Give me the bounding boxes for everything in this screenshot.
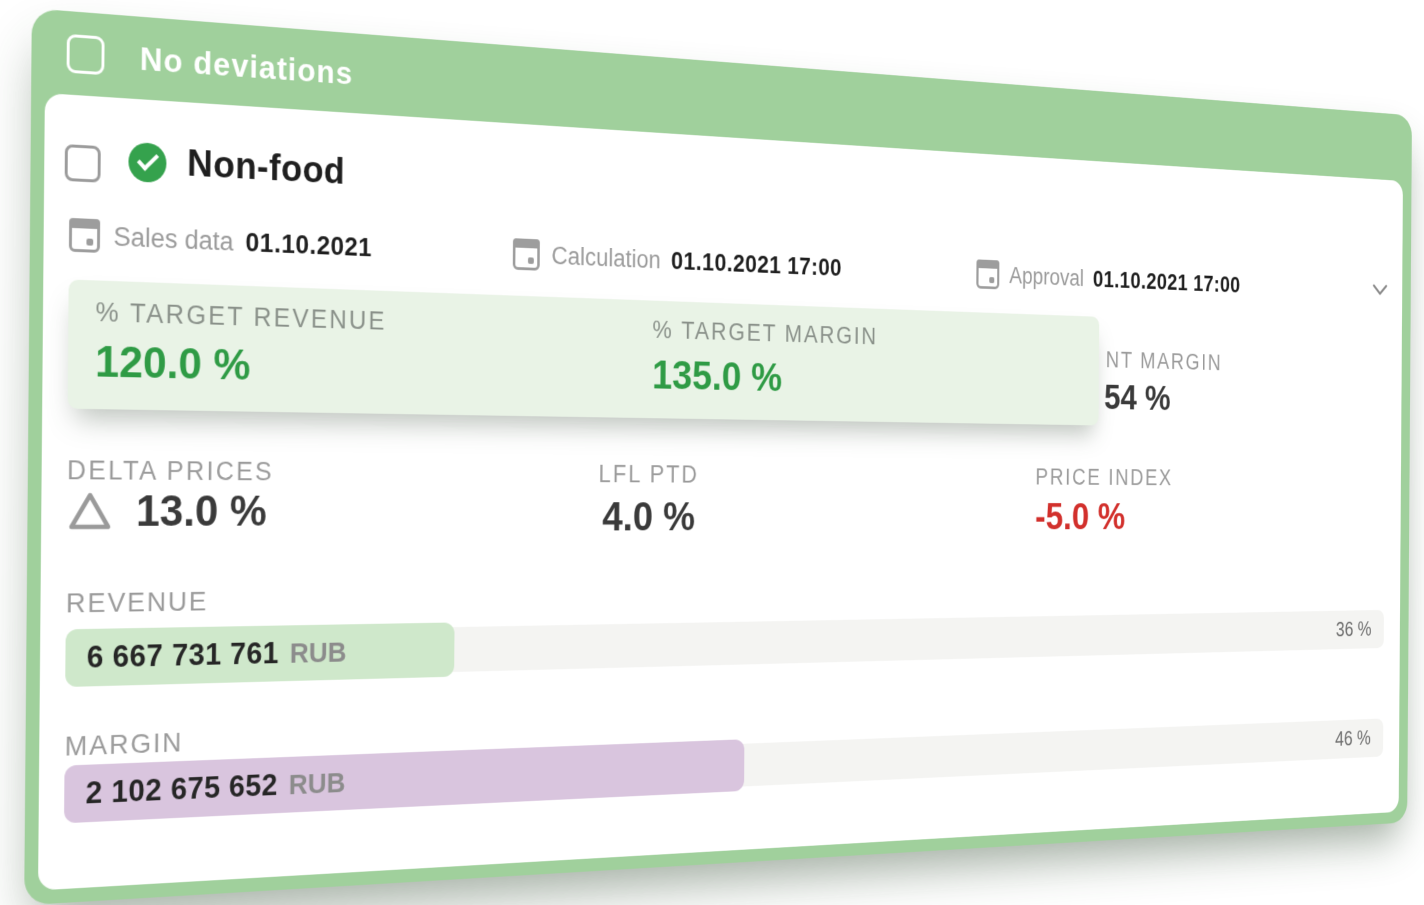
date-value: 01.10.2021 <box>245 227 373 262</box>
delta-triangle-icon <box>67 489 114 533</box>
target-revenue-value: 120.0 % <box>94 335 251 390</box>
chevron-down-icon[interactable] <box>1371 282 1388 301</box>
revenue-label: REVENUE <box>65 585 209 619</box>
target-revenue-label: % TARGET REVENUE <box>95 297 387 336</box>
date-label: Calculation <box>551 241 661 274</box>
category-card: Non-food Sales data 01.10.2021 Calculati… <box>38 93 1403 891</box>
date-label: Sales data <box>113 221 234 256</box>
revenue-value-chip: 6 667 731 761 RUB <box>65 622 455 688</box>
lfl-ptd-value: 4.0 % <box>602 493 696 540</box>
calendar-icon <box>512 238 540 271</box>
margin-bar: 46 % 2 102 675 652 RUB <box>64 718 1384 824</box>
delta-prices-value-group: 13.0 % <box>66 485 267 537</box>
price-index-label: PRICE INDEX <box>1035 464 1173 491</box>
current-margin-label-fragment: NT MARGIN <box>1105 347 1223 376</box>
status-check-icon <box>128 141 167 184</box>
banner-checkbox[interactable] <box>66 33 105 76</box>
deviation-card-scene: No deviations Non-food Sales data 01.10.… <box>24 8 1412 905</box>
target-highlight-panel: % TARGET REVENUE 120.0 % % TARGET MARGIN… <box>67 279 1100 426</box>
date-label: Approval <box>1009 262 1085 291</box>
margin-percent: 46 % <box>1335 726 1371 751</box>
revenue-unit: RUB <box>289 637 347 670</box>
revenue-percent: 36 % <box>1335 618 1372 642</box>
target-margin-value: 135.0 % <box>651 351 783 400</box>
revenue-bar: 36 % 6 667 731 761 RUB <box>65 609 1385 688</box>
margin-value: 2 102 675 652 <box>85 767 278 811</box>
current-margin-value-fragment: 54 % <box>1103 377 1171 419</box>
delta-prices-label: DELTA PRICES <box>66 455 274 487</box>
target-margin-label: % TARGET MARGIN <box>652 315 878 350</box>
margin-label: MARGIN <box>64 726 184 762</box>
lfl-ptd-label: LFL PTD <box>598 460 700 489</box>
card-green-frame: No deviations Non-food Sales data 01.10.… <box>24 8 1412 905</box>
price-index-value: -5.0 % <box>1034 494 1126 538</box>
approval-date: Approval 01.10.2021 17:00 <box>976 258 1240 301</box>
date-value: 01.10.2021 17:00 <box>671 246 842 281</box>
target-margin-metric: % TARGET MARGIN 135.0 % <box>652 301 878 419</box>
banner-title: No deviations <box>139 40 354 92</box>
delta-prices-value: 13.0 % <box>135 485 267 536</box>
margin-unit: RUB <box>288 768 346 802</box>
category-checkbox[interactable] <box>64 144 101 183</box>
sales-data-date: Sales data 01.10.2021 <box>68 216 373 266</box>
calendar-icon <box>68 217 101 253</box>
category-title: Non-food <box>186 143 346 193</box>
calculation-date: Calculation 01.10.2021 17:00 <box>512 236 842 284</box>
revenue-value: 6 667 731 761 <box>86 636 280 675</box>
date-value: 01.10.2021 17:00 <box>1092 265 1241 298</box>
calendar-icon <box>976 259 1000 290</box>
target-revenue-metric: % TARGET REVENUE 120.0 % <box>95 280 387 409</box>
